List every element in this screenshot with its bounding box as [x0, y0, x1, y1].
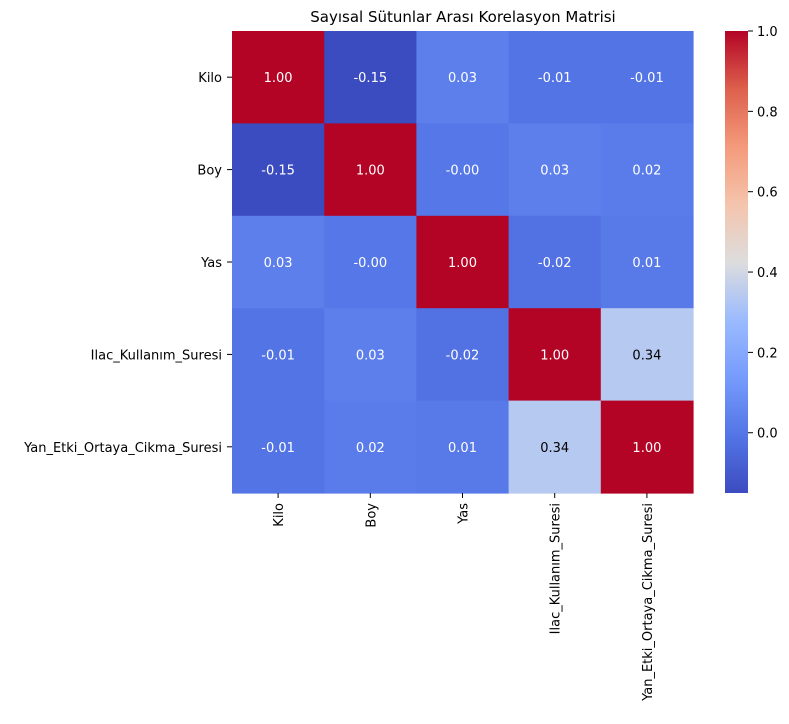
- heatmap-cell: [232, 123, 325, 217]
- y-tick-label: Yan_Etki_Ortaya_Cikma_Suresi: [23, 441, 222, 456]
- x-axis: Kilo Boy Yas Ilac_Kullanım_Suresi Yan_Etki_O…: [272, 493, 656, 702]
- colorbar-tick-label: 0.2: [757, 346, 778, 361]
- cell-annotation: 0.03: [448, 71, 477, 86]
- y-tick-label: Boy: [197, 164, 222, 179]
- cell-annotation: -0.01: [538, 71, 572, 86]
- cell-annotation: 1.00: [356, 164, 385, 179]
- cell-annotation: 0.02: [632, 164, 661, 179]
- colorbar-tick-label: 0.6: [757, 186, 778, 201]
- heatmap-cell: [416, 308, 510, 402]
- cell-annotation: -0.15: [353, 71, 387, 86]
- heatmap-cell: [508, 308, 602, 402]
- y-tick-label: Yas: [200, 256, 222, 271]
- heatmap-cells: [232, 31, 694, 494]
- cell-annotation: -0.02: [538, 256, 572, 271]
- chart-title: Sayısal Sütunlar Arası Korelasyon Matris…: [310, 8, 615, 26]
- x-tick-label: Kilo: [272, 503, 287, 527]
- colorbar: 0.0 0.2 0.4 0.6 0.8 1.0: [725, 25, 778, 493]
- heatmap-cell: [324, 215, 417, 309]
- cell-annotation: -0.00: [353, 256, 387, 271]
- colorbar-tick-label: 0.8: [757, 105, 778, 120]
- cell-annotation: -0.00: [446, 164, 480, 179]
- heatmap-cell: [600, 308, 694, 402]
- y-tick-label: Kilo: [198, 71, 222, 86]
- heatmap-cell: [232, 215, 325, 309]
- cell-annotation: 0.03: [540, 164, 569, 179]
- heatmap-cell: [416, 215, 510, 309]
- heatmap-cell: [600, 31, 694, 124]
- colorbar-tick-label: 1.0: [757, 25, 778, 40]
- heatmap-cell: [508, 400, 602, 494]
- heatmap-cell: [324, 31, 417, 124]
- heatmap-cell: [508, 215, 602, 309]
- cell-annotation: 0.03: [264, 256, 293, 271]
- cell-annotation: 0.01: [448, 441, 477, 456]
- cell-annotation: -0.15: [261, 164, 295, 179]
- cell-annotation: 1.00: [632, 441, 661, 456]
- heatmap-cell: [600, 123, 694, 217]
- heatmap-cell: [324, 400, 417, 494]
- colorbar-tick-label: 0.4: [757, 266, 778, 281]
- x-tick-label: Ilac_Kullanım_Suresi: [549, 503, 564, 634]
- cell-annotation: -0.01: [261, 441, 295, 456]
- cell-annotations: 1.00 -0.15 0.03 -0.01 -0.01 -0.15 1.00 -0.00 0.0…: [261, 71, 663, 456]
- cell-annotation: -0.02: [446, 348, 480, 363]
- heatmap-cell: [416, 31, 510, 124]
- heatmap-cell: [232, 31, 325, 124]
- x-tick-label: Yan_Etki_Ortaya_Cikma_Suresi: [641, 503, 656, 702]
- colorbar-tick-label: 0.0: [757, 427, 778, 442]
- y-tick-label: Ilac_Kullanım_Suresi: [91, 348, 222, 363]
- cell-annotation: 0.34: [540, 441, 569, 456]
- heatmap-cell: [232, 308, 325, 402]
- heatmap-cell: [508, 123, 602, 217]
- heatmap-cell: [600, 215, 694, 309]
- heatmap-cell: [232, 400, 325, 494]
- heatmap-cell: [508, 31, 602, 124]
- cell-annotation: 1.00: [448, 256, 477, 271]
- heatmap-cell: [324, 308, 417, 402]
- heatmap-cell: [324, 123, 417, 217]
- cell-annotation: -0.01: [261, 348, 295, 363]
- heatmap-cell: [416, 123, 510, 217]
- colorbar-gradient: [725, 31, 748, 493]
- x-tick-label: Boy: [364, 503, 379, 528]
- cell-annotation: -0.01: [630, 71, 664, 86]
- cell-annotation: 1.00: [540, 348, 569, 363]
- cell-annotation: 0.01: [632, 256, 661, 271]
- x-tick-label: Yas: [457, 503, 472, 525]
- cell-annotation: 0.02: [356, 441, 385, 456]
- heatmap-cell: [416, 400, 510, 494]
- y-axis: Kilo Boy Yas Ilac_Kullanım_Suresi Yan_Etki_O…: [23, 71, 232, 456]
- cell-annotation: 0.34: [632, 348, 661, 363]
- cell-annotation: 1.00: [264, 71, 293, 86]
- cell-annotation: 0.03: [356, 348, 385, 363]
- heatmap-cell: [600, 400, 694, 494]
